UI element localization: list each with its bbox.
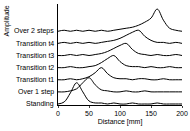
svg-text:Transition t3: Transition t3 [16,52,54,59]
svg-text:Transition t1: Transition t1 [16,76,54,83]
svg-text:150: 150 [145,110,157,117]
svg-text:Standing: Standing [26,100,54,108]
svg-text:Distance [mm]: Distance [mm] [98,118,143,126]
svg-text:Transition t4: Transition t4 [16,40,54,47]
svg-text:Amplitude: Amplitude [3,5,11,36]
svg-text:200: 200 [176,110,188,117]
svg-text:Transition t2: Transition t2 [16,64,54,71]
svg-text:Over 2 steps: Over 2 steps [14,27,54,35]
svg-text:0: 0 [56,110,60,117]
svg-text:50: 50 [85,110,93,117]
svg-text:100: 100 [114,110,126,117]
svg-text:Over 1 step: Over 1 step [18,88,54,96]
